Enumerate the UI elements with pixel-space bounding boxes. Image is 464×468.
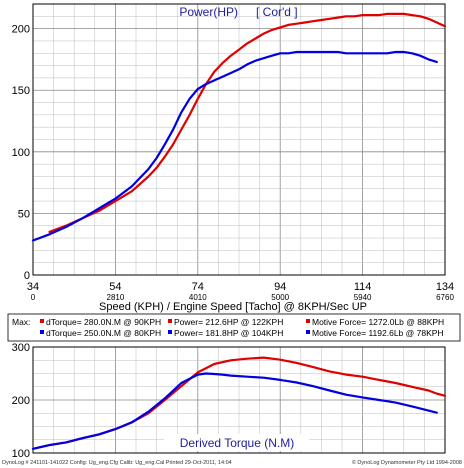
max-marker (306, 330, 310, 334)
power-plot-frame (32, 3, 446, 276)
series-line-blue (31, 50, 438, 242)
y-tick-label: 100 (12, 147, 30, 159)
max-motive-force: Motive Force= 1272.0Lb @ 88KPH (312, 317, 444, 327)
y-tick-label: 200 (12, 24, 30, 36)
y-tick-label: 50 (18, 208, 30, 220)
rpm-tick-label: 0 (31, 293, 36, 302)
max-header: Max: (12, 317, 30, 327)
max-marker (306, 319, 310, 323)
footer-copyright: © DynoLog Dynamometer Pty Ltd 1994-2008 (352, 459, 462, 466)
rpm-tick-label: 5000 (271, 293, 289, 302)
max-power: Power= 181.8HP @ 104KPH (174, 328, 283, 338)
y-tick-label: 0 (24, 270, 30, 282)
max-table-frame (7, 313, 461, 342)
max-power: Power= 212.6HP @ 122KPH (174, 317, 283, 327)
y-tick-label: 300 (12, 342, 30, 354)
power-y-tick-labels: 0 50 100 150 200 (12, 24, 30, 282)
torque-plot-frame (32, 346, 446, 454)
y-tick-label: 150 (12, 85, 30, 97)
series-line-blue (31, 372, 438, 450)
max-marker (40, 319, 44, 323)
x-axis-label: Speed (KPH) / Engine Speed [Tacho] @ 8KP… (99, 301, 367, 313)
max-marker (168, 330, 172, 334)
power-title: Power(HP) (179, 5, 238, 19)
torque-title-bg (164, 434, 309, 451)
x-tick-label: 54 (109, 281, 121, 293)
footer-info: DynoLog # 241101-141022 Config: Ug_eng.C… (2, 460, 232, 466)
x-tick-label: 74 (192, 281, 204, 293)
rpm-tick-label: 2810 (107, 293, 125, 302)
y-tick-label: 100 (12, 448, 30, 460)
x-tick-label: 94 (274, 281, 286, 293)
torque-series (31, 356, 447, 450)
series-line-red (48, 12, 447, 233)
y-tick-label: 200 (12, 395, 30, 407)
max-marker (168, 319, 172, 323)
x-tick-label: 114 (354, 281, 372, 293)
power-series (31, 12, 447, 242)
max-marker (40, 330, 44, 334)
torque-title: Derived Torque (N.M) (180, 436, 294, 450)
max-torque: dTorque= 280.0N.M @ 90KPH (46, 317, 161, 327)
torque-y-tick-labels: 100 200 300 (12, 342, 30, 460)
power-title-note: [ Cor'd ] (256, 5, 298, 19)
power-rpm-tick-labels: 0 2810 4010 5000 5940 6760 (31, 293, 455, 302)
power-grid (32, 3, 446, 276)
max-torque: dTorque= 250.0N.M @ 80KPH (46, 328, 161, 338)
x-tick-label: 34 (27, 281, 39, 293)
power-x-tick-labels: 34 54 74 94 114 134 (27, 281, 454, 293)
x-tick-label: 134 (436, 281, 454, 293)
rpm-tick-label: 4010 (189, 293, 207, 302)
max-motive-force: Motive Force= 1192.6Lb @ 78KPH (312, 328, 444, 338)
rpm-tick-label: 6760 (436, 293, 454, 302)
rpm-tick-label: 5940 (354, 293, 372, 302)
max-table-rows: dTorque= 280.0N.M @ 90KPH Power= 212.6HP … (40, 317, 444, 338)
